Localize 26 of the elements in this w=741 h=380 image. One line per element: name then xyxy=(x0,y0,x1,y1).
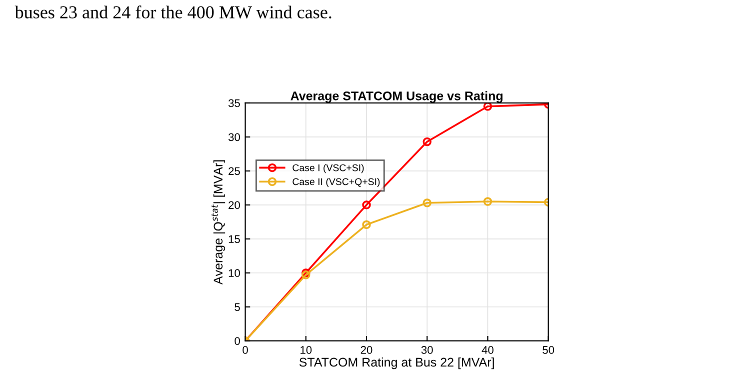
legend-label: Case II (VSC+Q+SI) xyxy=(292,178,380,188)
y-tick-label: 25 xyxy=(228,167,240,176)
y-tick-label: 10 xyxy=(228,269,240,278)
x-tick-label: 0 xyxy=(242,346,248,354)
y-tick-label: 15 xyxy=(228,235,240,244)
point xyxy=(422,198,432,208)
y-tick-label: 35 xyxy=(228,99,240,108)
point xyxy=(362,220,371,230)
point xyxy=(422,137,432,146)
x-tick-label: 50 xyxy=(542,346,554,354)
text: buses 23 and 24 for the 400 MW wind case. xyxy=(14,6,332,19)
legend-label: Case I (VSC+SI) xyxy=(292,164,364,174)
y-tick-label: 30 xyxy=(228,133,240,142)
x-tick-label: 20 xyxy=(360,346,372,354)
y-axis-title: Average |Q$^{stat}$| [MVAr] xyxy=(212,160,226,285)
chart-title: Average STATCOM Usage vs Rating xyxy=(290,91,502,103)
x-tick-label: 10 xyxy=(300,346,312,354)
x-tick-label: 40 xyxy=(482,346,494,354)
y-tick-label: 5 xyxy=(234,303,240,312)
point xyxy=(483,197,492,206)
y-tick-label: 0 xyxy=(234,337,240,345)
x-axis-title: STATCOM Rating at Bus 22 [MVAr] xyxy=(299,357,494,370)
point xyxy=(362,200,371,210)
point xyxy=(483,102,492,111)
y-tick-label: 20 xyxy=(228,201,240,210)
x-tick-label: 30 xyxy=(421,346,433,354)
